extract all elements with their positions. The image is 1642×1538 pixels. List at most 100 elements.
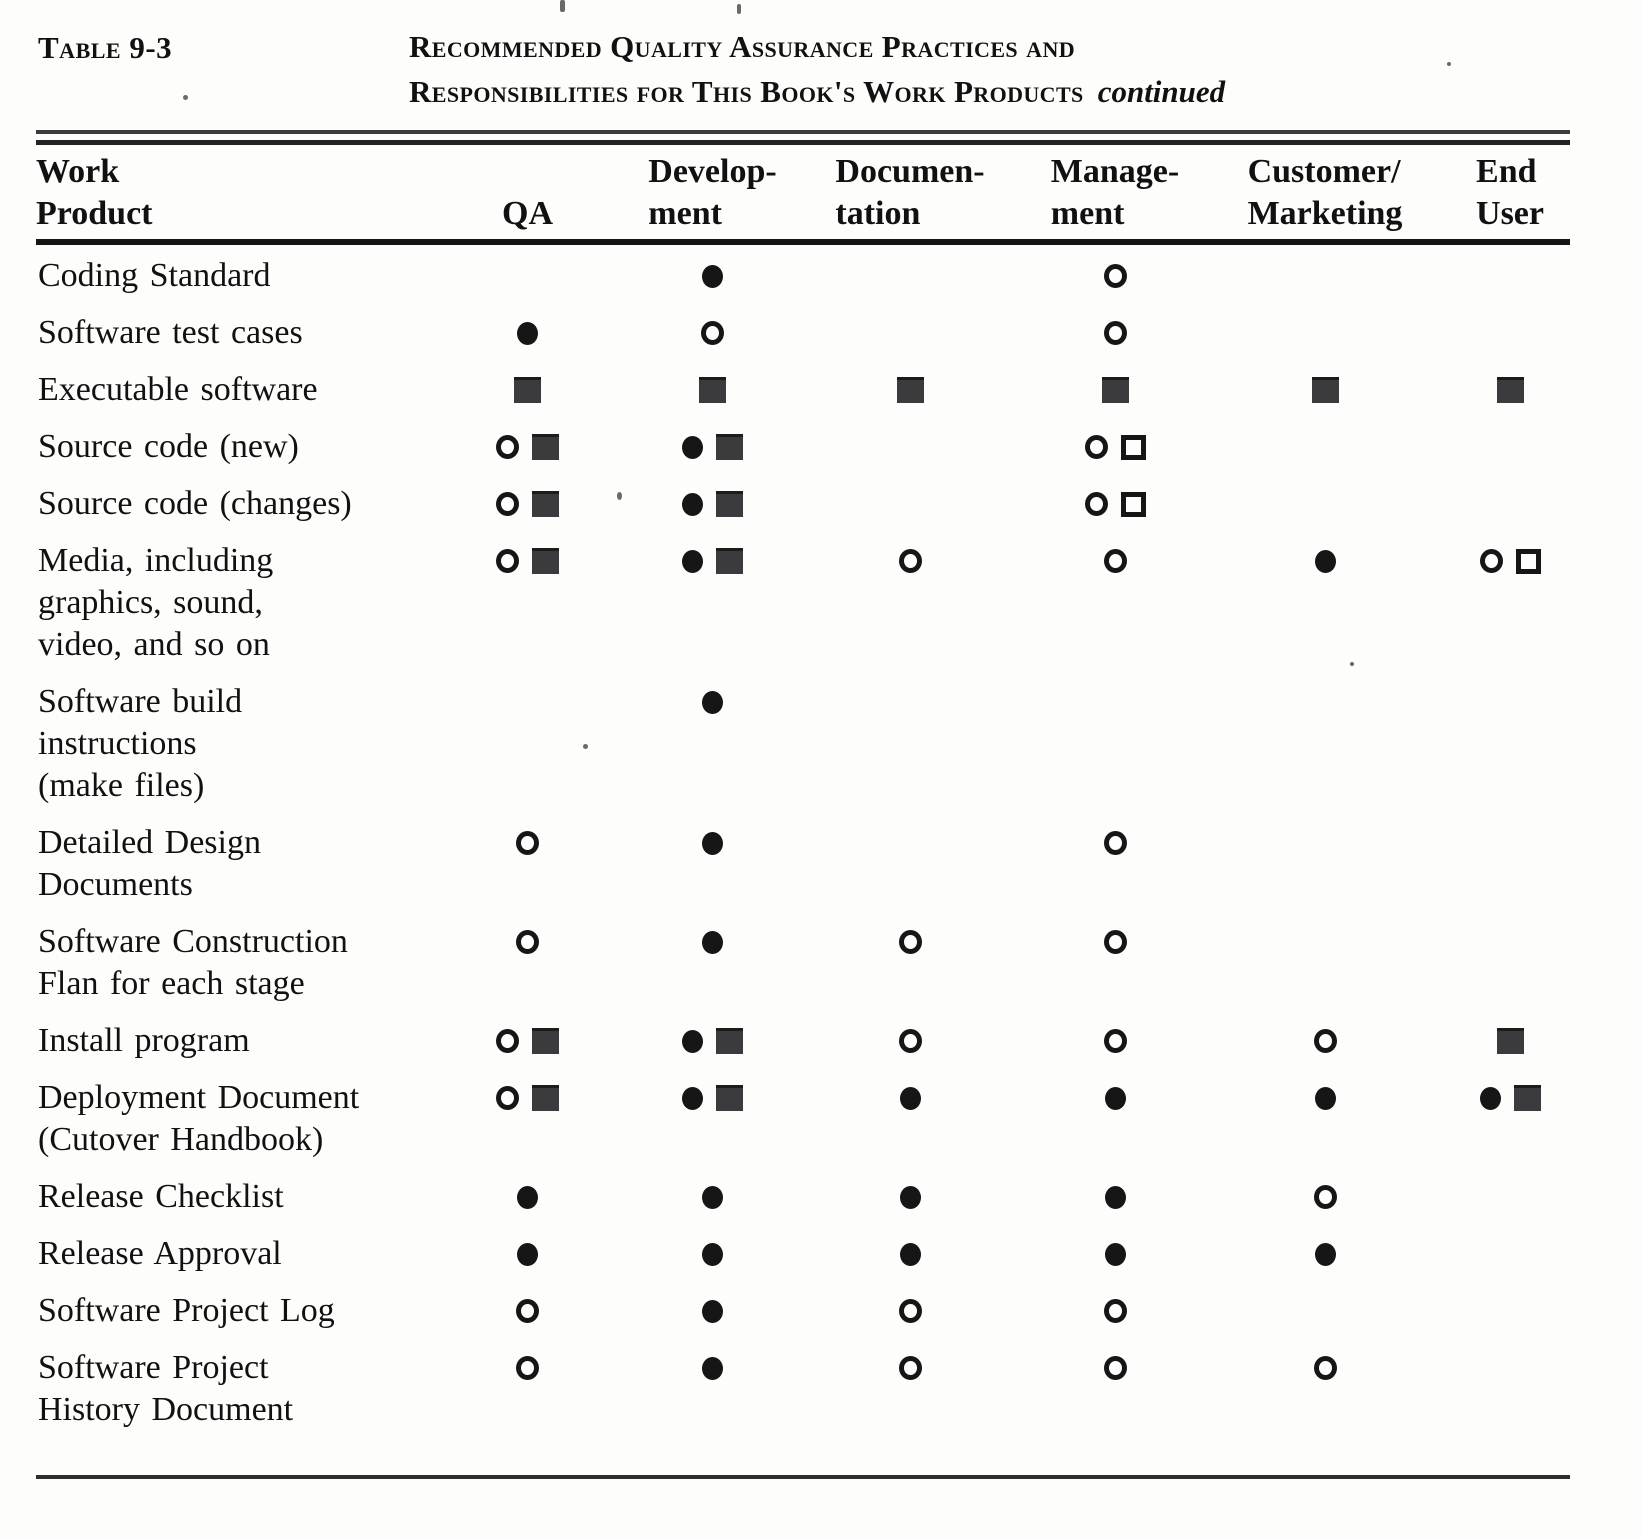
customer-marketing-cell bbox=[1220, 540, 1430, 582]
filled-circle-icon bbox=[702, 930, 723, 954]
header-documentation: Documen- tation bbox=[810, 151, 1010, 235]
header-qa-label: QA bbox=[502, 195, 553, 232]
work-product-label: Software test cases bbox=[38, 314, 303, 351]
open-square-icon bbox=[1120, 491, 1146, 517]
header-work-product-label: Work Product bbox=[36, 153, 153, 232]
end-user-cell bbox=[1430, 312, 1590, 354]
header-end-user: End User bbox=[1430, 151, 1590, 235]
customer-marketing-cell bbox=[1220, 921, 1430, 963]
end-user-cell bbox=[1430, 1176, 1590, 1218]
work-product-label: Detailed Design Documents bbox=[38, 824, 261, 903]
table-title: Recommended Quality Assurance Practices … bbox=[409, 24, 1225, 114]
documentation-cell bbox=[810, 255, 1010, 297]
filled-square-icon bbox=[1311, 377, 1339, 403]
filled-circle-icon bbox=[682, 549, 703, 573]
filled-circle-icon bbox=[702, 1185, 723, 1209]
development-cell bbox=[615, 369, 810, 411]
open-circle-icon bbox=[1103, 1029, 1127, 1053]
filled-circle-icon bbox=[702, 831, 723, 855]
end-user-cell bbox=[1430, 1077, 1590, 1119]
table-title-line-1: Recommended Quality Assurance Practices … bbox=[409, 29, 1076, 64]
open-circle-icon bbox=[898, 1356, 922, 1380]
table-title-line-2-text: Responsibilities for This Book's Work Pr… bbox=[409, 74, 1084, 109]
filled-circle-icon bbox=[517, 1242, 538, 1266]
filled-circle-icon bbox=[1314, 1242, 1336, 1266]
table-row: Release Checklist bbox=[36, 1176, 1590, 1218]
filled-circle-icon bbox=[702, 1299, 723, 1323]
management-cell bbox=[1010, 1233, 1220, 1275]
open-circle-icon bbox=[1103, 930, 1127, 954]
open-circle-icon bbox=[1103, 321, 1127, 345]
development-cell bbox=[615, 1233, 810, 1275]
table-title-continued: continued bbox=[1097, 74, 1226, 109]
filled-square-icon bbox=[716, 1028, 743, 1054]
open-circle-icon bbox=[1479, 549, 1503, 573]
filled-square-icon bbox=[1101, 377, 1129, 403]
development-cell bbox=[615, 681, 810, 723]
filled-circle-icon bbox=[682, 435, 703, 459]
filled-circle-icon bbox=[1104, 1242, 1126, 1266]
filled-circle-icon bbox=[1314, 1086, 1336, 1110]
customer-marketing-cell bbox=[1220, 1176, 1430, 1218]
table-row: Release Approval bbox=[36, 1233, 1590, 1275]
open-circle-icon bbox=[496, 1029, 519, 1053]
documentation-cell bbox=[810, 426, 1010, 468]
open-circle-icon bbox=[516, 930, 539, 954]
open-circle-icon bbox=[496, 492, 519, 516]
header-qa: QA bbox=[440, 193, 615, 235]
management-cell bbox=[1010, 255, 1220, 297]
customer-marketing-cell bbox=[1220, 681, 1430, 723]
table-title-line-2: Responsibilities for This Book's Work Pr… bbox=[409, 69, 1225, 114]
qa-cell bbox=[440, 426, 615, 468]
filled-circle-icon bbox=[899, 1086, 921, 1110]
management-cell bbox=[1010, 822, 1220, 864]
management-cell bbox=[1010, 1020, 1220, 1062]
work-product-label: Software Construction Flan for each stag… bbox=[38, 923, 348, 1002]
customer-marketing-cell bbox=[1220, 312, 1430, 354]
documentation-cell bbox=[810, 1020, 1010, 1062]
management-cell bbox=[1010, 1347, 1220, 1389]
work-product-label: Install program bbox=[38, 1022, 250, 1059]
management-cell bbox=[1010, 921, 1220, 963]
work-product-label: Source code (changes) bbox=[38, 485, 352, 522]
work-product-label: Release Checklist bbox=[38, 1178, 284, 1215]
header-end-user-label: End User bbox=[1476, 153, 1544, 232]
qa-cell bbox=[440, 1020, 615, 1062]
end-user-cell bbox=[1430, 681, 1590, 723]
table-row: Detailed Design Documents bbox=[36, 822, 1590, 906]
filled-square-icon bbox=[716, 434, 743, 460]
customer-marketing-cell bbox=[1220, 255, 1430, 297]
qa-cell bbox=[440, 1176, 615, 1218]
table-number: Table 9-3 bbox=[38, 30, 173, 65]
header-customer-marketing-label: Customer/ Marketing bbox=[1247, 153, 1403, 232]
development-cell bbox=[615, 483, 810, 525]
open-circle-icon bbox=[516, 1356, 539, 1380]
customer-marketing-cell bbox=[1220, 483, 1430, 525]
filled-square-icon bbox=[532, 1028, 559, 1054]
end-user-cell bbox=[1430, 921, 1590, 963]
filled-square-icon bbox=[532, 491, 559, 517]
table-row: Media, including graphics, sound, video,… bbox=[36, 540, 1590, 666]
qa-cell bbox=[440, 255, 615, 297]
filled-circle-icon bbox=[682, 1029, 703, 1053]
end-user-cell bbox=[1430, 483, 1590, 525]
scan-speck bbox=[560, 0, 565, 12]
filled-square-icon bbox=[532, 1085, 559, 1111]
qa-cell bbox=[440, 1347, 615, 1389]
management-cell bbox=[1010, 483, 1220, 525]
development-cell bbox=[615, 312, 810, 354]
open-circle-icon bbox=[1313, 1029, 1337, 1053]
customer-marketing-cell bbox=[1220, 1290, 1430, 1332]
open-circle-icon bbox=[1084, 435, 1108, 459]
customer-marketing-cell bbox=[1220, 1020, 1430, 1062]
end-user-cell bbox=[1430, 426, 1590, 468]
open-circle-icon bbox=[516, 1299, 539, 1323]
end-user-cell bbox=[1430, 540, 1590, 582]
open-circle-icon bbox=[898, 1029, 922, 1053]
header-development: Develop- ment bbox=[615, 151, 810, 235]
development-cell bbox=[615, 822, 810, 864]
management-cell bbox=[1010, 426, 1220, 468]
filled-square-icon bbox=[716, 1085, 743, 1111]
open-circle-icon bbox=[496, 549, 519, 573]
work-product-label: Executable software bbox=[38, 371, 318, 408]
